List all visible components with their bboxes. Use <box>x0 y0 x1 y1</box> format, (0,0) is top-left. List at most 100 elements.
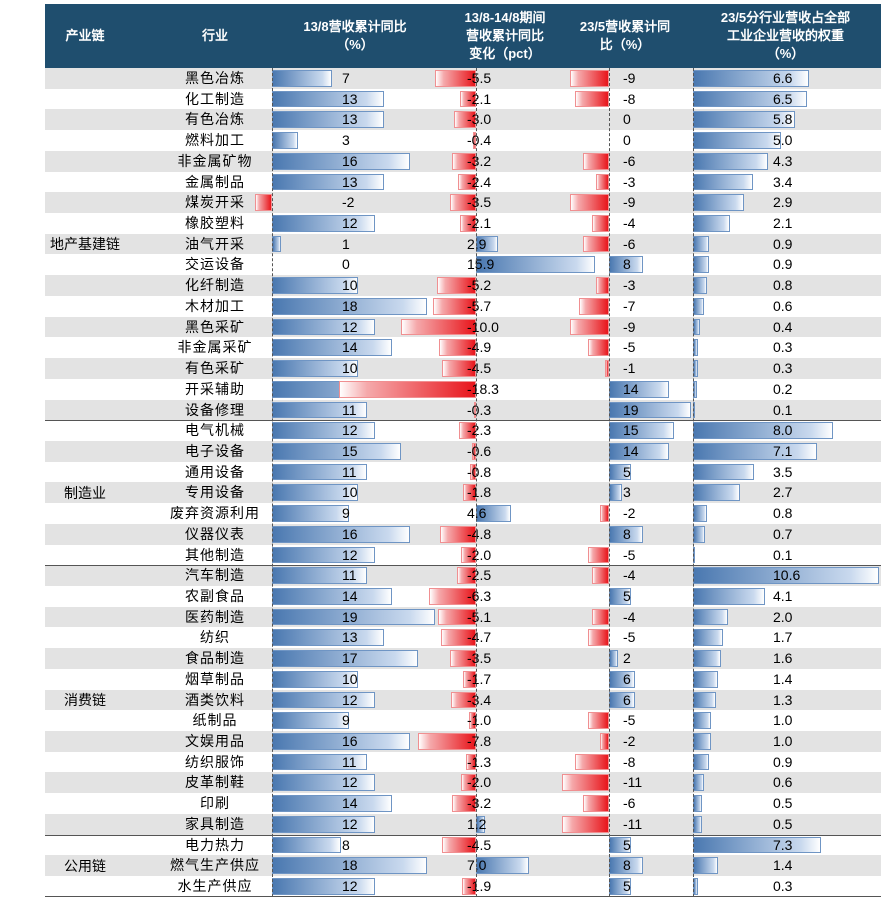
bar-c <box>591 567 609 584</box>
value-label-a: 14 <box>342 339 358 356</box>
table-row: 酒类饮料 12 -3.4 6 1.3 <box>45 689 881 711</box>
value-label-a: 18 <box>342 297 358 314</box>
bar-d <box>693 588 765 605</box>
header-weight-23-5: 23/5分行业营收占全部 工业企业营收的权重 （%） <box>720 10 851 61</box>
bar-c <box>596 277 609 294</box>
value-label-c: -2 <box>623 505 636 522</box>
value-label-d: 4.3 <box>773 152 793 169</box>
bar-d <box>693 795 702 812</box>
bar-a <box>272 90 384 108</box>
bar-d <box>693 691 716 709</box>
bar-d <box>693 484 741 502</box>
value-label-b: -2.4 <box>467 173 492 190</box>
bar-b <box>461 878 476 895</box>
value-label-d: 2.9 <box>773 194 793 211</box>
industry-label: 其他制造 <box>185 546 245 563</box>
bar-b <box>463 670 476 688</box>
industry-label: 有色冶炼 <box>185 111 245 128</box>
value-label-c: 14 <box>623 442 639 459</box>
value-label-c: 5 <box>623 836 631 853</box>
bar-d <box>693 422 833 439</box>
value-label-b: -5.2 <box>467 277 492 294</box>
industry-label: 纺织服饰 <box>185 753 245 770</box>
industry-label: 纸制品 <box>192 712 238 729</box>
bar-b <box>437 608 476 626</box>
value-label-b: -2.0 <box>467 774 492 791</box>
bar-c <box>600 505 609 522</box>
value-label-d: 0.9 <box>773 235 793 252</box>
bar-b <box>428 588 476 605</box>
table-row: 电力热力 8 -4.5 5 7.3 <box>45 835 881 856</box>
industry-label: 燃气生产供应 <box>170 857 260 874</box>
value-label-c: -11 <box>623 815 643 832</box>
value-label-b: -3.2 <box>467 795 492 812</box>
bar-c <box>609 442 670 460</box>
table-row: 文娱用品 16 -7.8 -2 1.0 <box>45 731 881 752</box>
bar-b <box>466 753 476 771</box>
value-label-d: 0.1 <box>773 546 793 563</box>
bar-d <box>693 318 700 336</box>
value-label-c: -3 <box>623 173 636 190</box>
industry-label: 化纤制造 <box>185 277 245 294</box>
industry-label: 文娱用品 <box>185 733 245 750</box>
bar-d <box>693 505 707 522</box>
value-label-c: 2 <box>623 650 631 667</box>
value-label-d: 0.1 <box>773 401 793 418</box>
value-label-b: -4.7 <box>467 629 492 646</box>
value-label-a: 13 <box>342 111 358 128</box>
bar-c <box>587 546 609 564</box>
value-label-d: 2.0 <box>773 608 793 625</box>
bar-b <box>452 795 476 812</box>
bar-d <box>693 670 718 688</box>
table-row: 家具制造 12 1.2 -11 0.5 <box>45 813 881 835</box>
bar-a <box>272 712 350 730</box>
industry-label: 皮革制鞋 <box>185 774 245 791</box>
value-label-d: 0.4 <box>773 318 793 335</box>
data-table: 黑色冶炼 7 -5.5 -9 6.6 化工制造 13 -2.1 -8 6.5 有色冶炼 13 -3.0 0… <box>45 68 881 897</box>
bar-c <box>574 90 609 108</box>
value-label-c: 5 <box>623 588 631 604</box>
header-revenue-yoy-23-5: 23/5营收累计同 比（%） <box>579 19 671 52</box>
value-label-a: 14 <box>342 588 358 604</box>
bar-a <box>272 70 333 87</box>
value-label-b: -18.3 <box>467 380 499 397</box>
value-label-a: 12 <box>342 422 358 439</box>
bar-d <box>693 277 707 294</box>
table-row: 黑色冶炼 7 -5.5 -9 6.6 <box>45 68 881 89</box>
value-label-b: -2.5 <box>467 567 492 584</box>
industry-label: 黑色冶炼 <box>185 70 245 86</box>
value-label-c: -1 <box>623 360 636 377</box>
value-label-c: -9 <box>623 70 636 86</box>
value-label-c: -6 <box>623 795 636 812</box>
bar-d <box>693 256 709 274</box>
value-label-d: 0.3 <box>773 360 793 377</box>
bar-b <box>449 650 476 667</box>
bar-b <box>461 546 476 564</box>
bar-c <box>596 173 609 191</box>
value-label-c: -9 <box>623 194 636 211</box>
table-row: 皮革制鞋 12 -2.0 -11 0.6 <box>45 772 881 794</box>
value-label-d: 0.8 <box>773 277 793 294</box>
bar-a <box>272 339 393 357</box>
value-label-a: 12 <box>342 774 358 791</box>
table-row: 燃料加工 3 -0.4 0 5.0 <box>45 130 881 151</box>
value-label-b: -4.8 <box>467 525 492 542</box>
industry-label: 专用设备 <box>185 484 245 501</box>
table-row: 化工制造 13 -2.1 -8 6.5 <box>45 89 881 110</box>
bar-b <box>468 712 476 730</box>
value-label-b: -3.4 <box>467 691 492 708</box>
industry-label: 纺织 <box>200 629 230 646</box>
value-label-b: -7.8 <box>467 733 492 750</box>
bar-b <box>461 774 476 792</box>
table-row: 电子设备 15 -0.6 14 7.1 <box>45 440 881 462</box>
bar-b <box>452 152 476 170</box>
value-label-a: 12 <box>342 691 358 708</box>
bar-b <box>437 277 476 294</box>
value-label-a: 12 <box>342 318 358 335</box>
table-row: 煤炭开采 -2 -3.5 -9 2.9 <box>45 192 881 214</box>
bar-d <box>693 815 702 833</box>
value-label-d: 7.3 <box>773 836 793 853</box>
value-label-b: -1.7 <box>467 670 492 687</box>
bar-b <box>473 401 476 419</box>
